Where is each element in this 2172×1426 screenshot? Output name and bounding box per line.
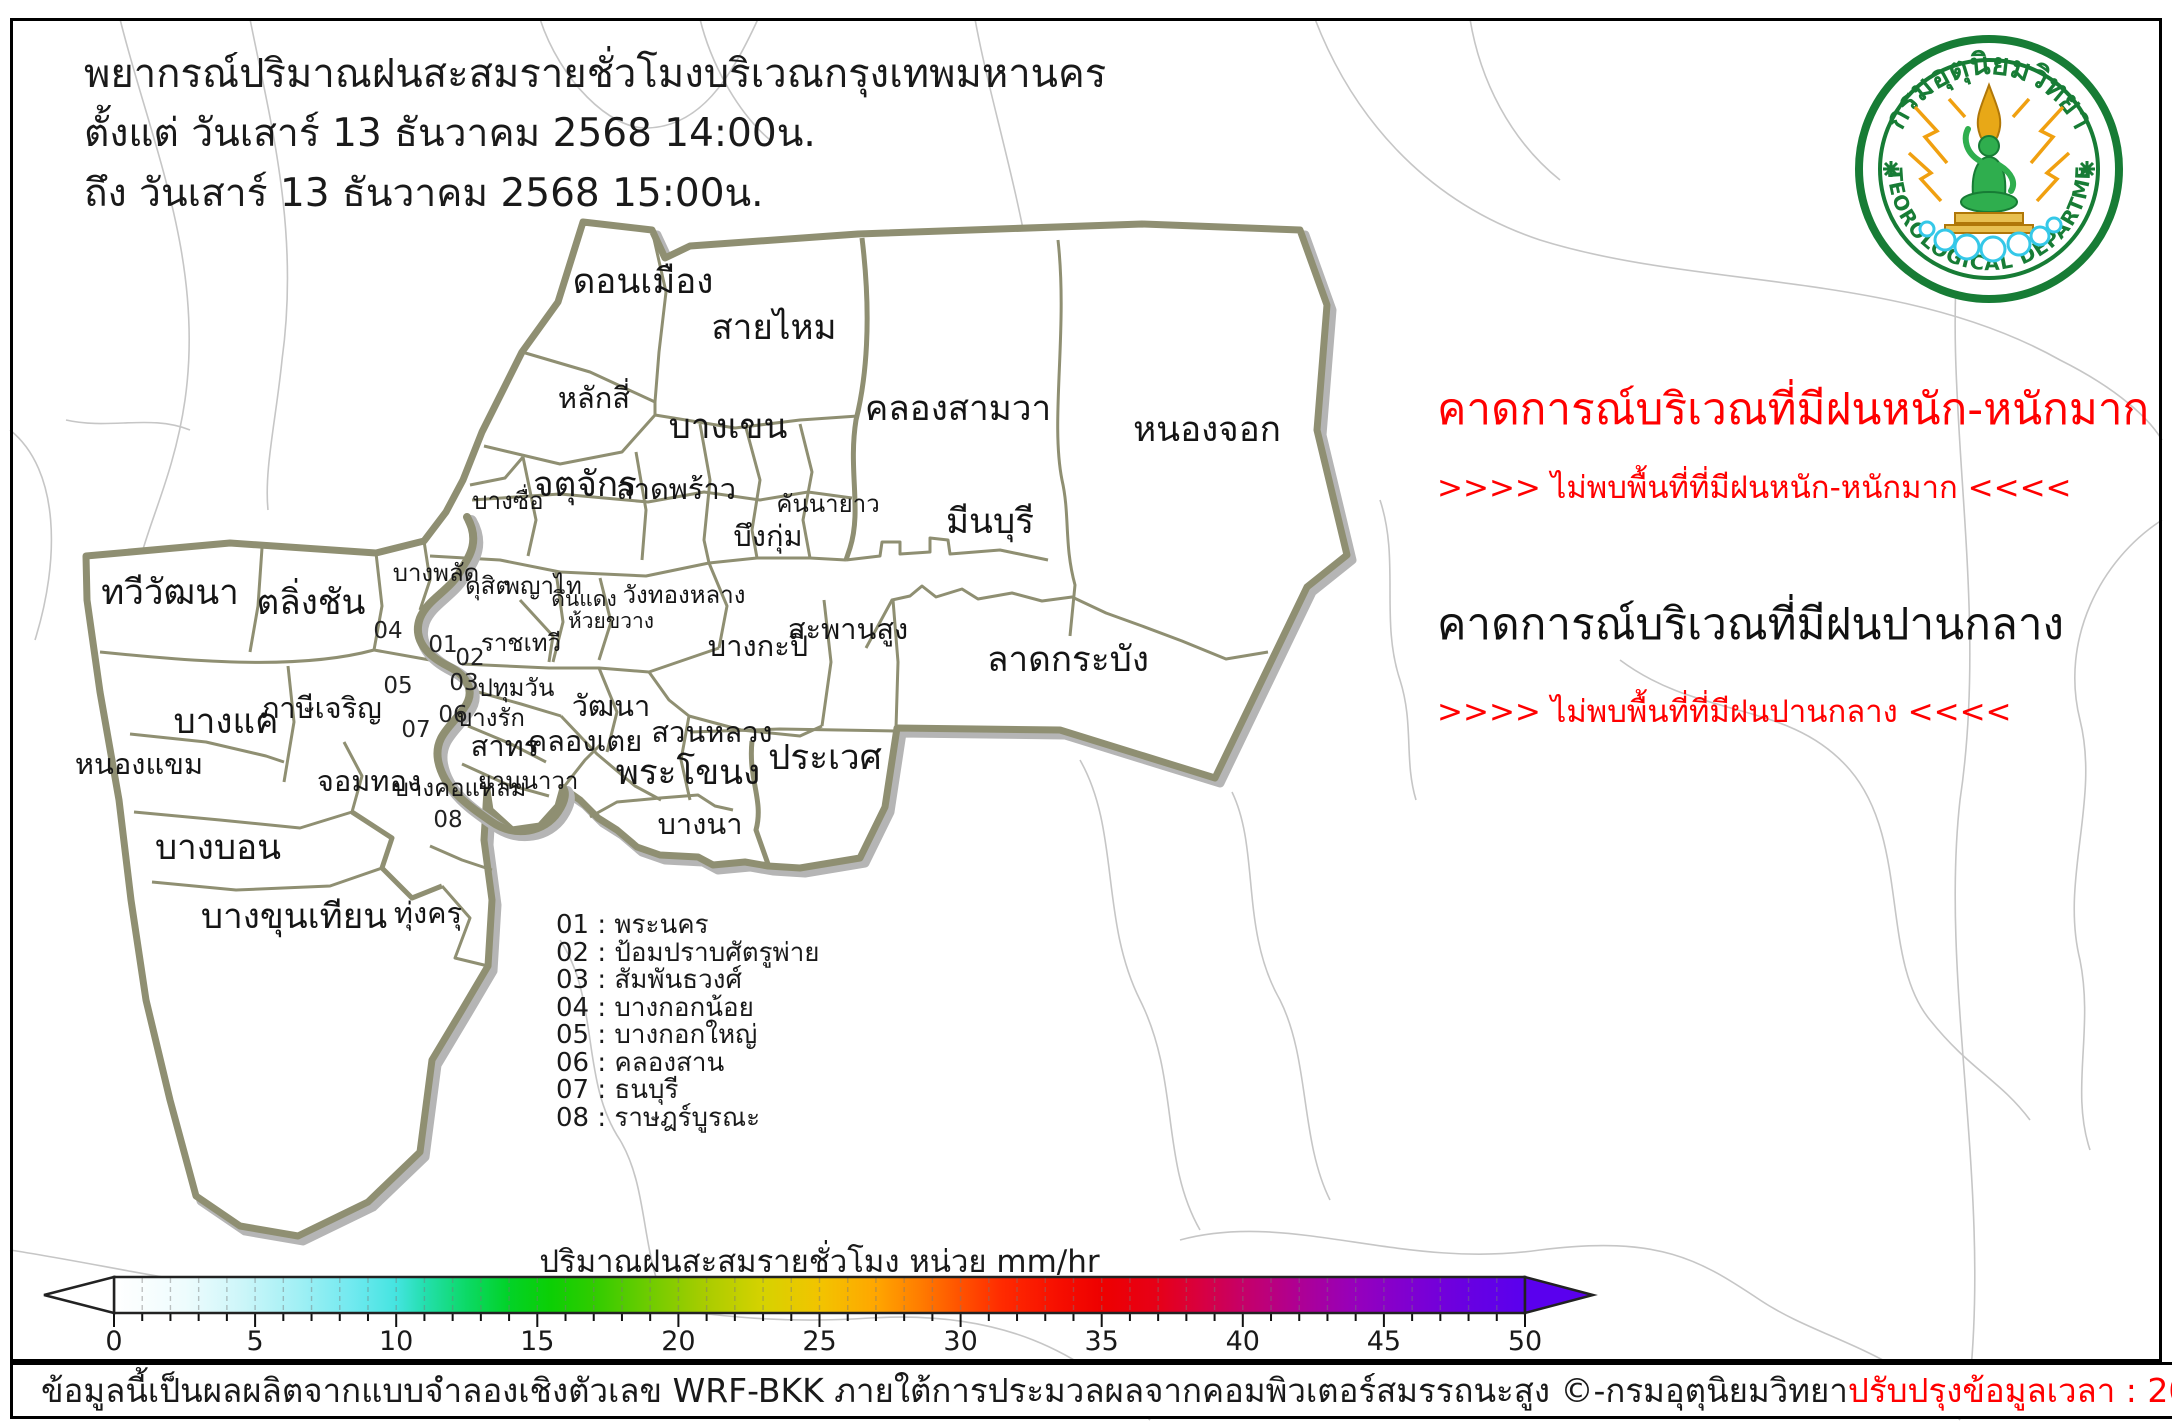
district-label: มีนบุรี (946, 502, 1034, 542)
district-label: บางรัก (457, 704, 525, 732)
district-label: ทุ่งครุ (394, 896, 462, 931)
district-label: หนองแขม (75, 747, 203, 781)
logo-deity-figure (1944, 82, 2034, 234)
district-label: บางแค (174, 702, 279, 742)
district-label: ยานนาวา (478, 767, 579, 795)
district-label: หลักสี่ (558, 378, 630, 415)
colorbar-left-arrow (43, 1275, 116, 1315)
legend-line: 01 : พระนคร (556, 910, 709, 940)
logo-clouds (1918, 216, 2063, 263)
colorbar-tick-label: 45 (1366, 1326, 1402, 1357)
district-label: จตุจักร (533, 465, 637, 505)
colorbar-tick-label: 20 (661, 1326, 696, 1357)
district-label: ตลิ่งชัน (257, 578, 366, 623)
district-label: วัฒนา (572, 689, 651, 723)
district-label: สะพานสูง (788, 612, 908, 647)
colorbar-title: ปริมาณฝนสะสมรายชั่วโมง หน่วย mm/hr (539, 1244, 1100, 1280)
district-label: ห้วยขวาง (568, 609, 654, 633)
district-label: วังทองหลาง (623, 581, 746, 609)
district-label: พญาไท (504, 572, 582, 600)
district-label: 05 (383, 673, 412, 699)
district-label: ทวีวัฒนา (101, 573, 239, 613)
district-label: 01 (428, 632, 457, 658)
district-label: ดุสิต (465, 572, 511, 601)
district-label: คลองเตย (528, 724, 643, 758)
colorbar-tick-label: 10 (379, 1326, 414, 1357)
district-label: 06 (438, 702, 467, 728)
district-label: ราชเทวี (481, 629, 561, 657)
colorbar-gradient (114, 1277, 1525, 1313)
colorbar-tick-label: 5 (246, 1326, 264, 1357)
district-label: ประเวศ (768, 738, 882, 778)
district-label: บางนา (658, 807, 743, 841)
title-period-to: ถึง วันเสาร์ 13 ธันวาคม 2568 15:00น. (84, 171, 764, 216)
district-label: หนองจอก (1133, 410, 1281, 450)
colorbar-tick-label: 50 (1507, 1326, 1543, 1357)
district-label: บางเขน (669, 407, 788, 447)
rainfall-colorbar: ปริมาณฝนสะสมรายชั่วโมง หน่วย mm/hr 0 5 10 1… (30, 1236, 1630, 1366)
legend-line: 06 : คลองสาน (556, 1047, 725, 1078)
meteorological-department-logo: กรมอุตุนิยมวิทยา METEOROLOGICAL DEPARTME… (1853, 33, 2123, 303)
district-label: สาทร (471, 729, 540, 763)
heavy-rain-result: >>>> ไม่พบพื้นที่ที่มีฝนหนัก-หนักมาก <<<… (1437, 470, 2072, 506)
legend-line: 08 : ราษฎร์บูรณะ (556, 1102, 761, 1133)
colorbar-ticks (43, 1275, 1598, 1327)
colorbar-tick-label: 15 (520, 1326, 555, 1357)
logo-lightning-rays (1907, 97, 2071, 203)
district-label: พระโขนง (616, 752, 760, 793)
colorbar-tick-label: 35 (1084, 1326, 1119, 1357)
district-label: จอมทอง (317, 764, 421, 798)
page-title: พยากรณ์ปริมาณฝนสะสมรายชั่วโมงบริเวณกรุงเ… (84, 51, 1107, 97)
moderate-rain-heading: คาดการณ์บริเวณที่มีฝนปานกลาง (1437, 599, 2065, 650)
footer-source-text: ข้อมูลนี้เป็นผลผลิตจากแบบจำลองเชิงตัวเลข… (41, 1371, 1848, 1410)
district-label: บางขุนเทียน (201, 897, 387, 937)
footer-bar: ข้อมูลนี้เป็นผลผลิตจากแบบจำลองเชิงตัวเลข… (10, 1362, 2172, 1419)
district-label: 08 (433, 807, 462, 833)
colorbar-right-arrow (1523, 1275, 1598, 1315)
district-label: 03 (449, 670, 478, 696)
district-label: บางกะปิ (708, 629, 808, 663)
moderate-rain-result: >>>> ไม่พบพื้นที่ที่มีฝนปานกลาง <<<< (1437, 694, 2012, 730)
numbered-district-legend: 01 : พระนคร 02 : ป้อมปราบศัตรูพ่าย 03 : สั… (556, 910, 820, 1133)
district-label: สายไหม (711, 307, 836, 348)
district-label: 04 (373, 618, 402, 644)
colorbar-tick-label: 30 (943, 1326, 978, 1357)
map-frame-border (10, 18, 2162, 1362)
district-label: บางคอแหลม (394, 774, 527, 802)
chao-phraya-river (414, 513, 575, 842)
district-label: คันนายาว (776, 490, 879, 518)
district-label: บึงกุ่ม (733, 519, 802, 554)
colorbar-tick-label: 25 (802, 1326, 837, 1357)
legend-line: 02 : ป้อมปราบศัตรูพ่าย (556, 937, 820, 968)
district-label: ดอนเมือง (573, 262, 714, 302)
legend-line: 03 : สัมพันธวงศ์ (556, 965, 742, 995)
district-label: ปทุมวัน (478, 674, 555, 703)
title-block: พยากรณ์ปริมาณฝนสะสมรายชั่วโมงบริเวณกรุงเ… (84, 44, 1106, 224)
district-label: บางซื่อ (472, 484, 543, 515)
district-label: ภาษีเจริญ (260, 691, 382, 725)
district-label: บางบอน (155, 828, 281, 868)
legend-line: 07 : ธนบุรี (556, 1075, 679, 1105)
district-label: ลาดพร้าว (616, 472, 736, 506)
district-boundaries (99, 229, 1269, 968)
logo-star-ornaments (1883, 161, 2095, 177)
legend-line: 05 : บางกอกใหญ่ (556, 1020, 758, 1050)
colorbar-tick-label: 40 (1225, 1326, 1260, 1357)
district-label: ลาดกระบัง (987, 640, 1149, 680)
district-label: สวนหลวง (651, 715, 772, 749)
colorbar-tick-label: 0 (105, 1326, 123, 1357)
district-label: ดินแดง (551, 587, 616, 611)
district-label: 02 (455, 645, 484, 671)
title-period-from: ตั้งแต่ วันเสาร์ 13 ธันวาคม 2568 14:00น. (84, 111, 816, 156)
district-label: คลองสามวา (865, 389, 1051, 429)
district-label: บางพลัด (393, 559, 480, 587)
district-label: 07 (401, 717, 430, 743)
heavy-rain-heading: คาดการณ์บริเวณที่มีฝนหนัก-หนักมาก (1437, 384, 2150, 435)
legend-line: 04 : บางกอกน้อย (556, 992, 754, 1023)
